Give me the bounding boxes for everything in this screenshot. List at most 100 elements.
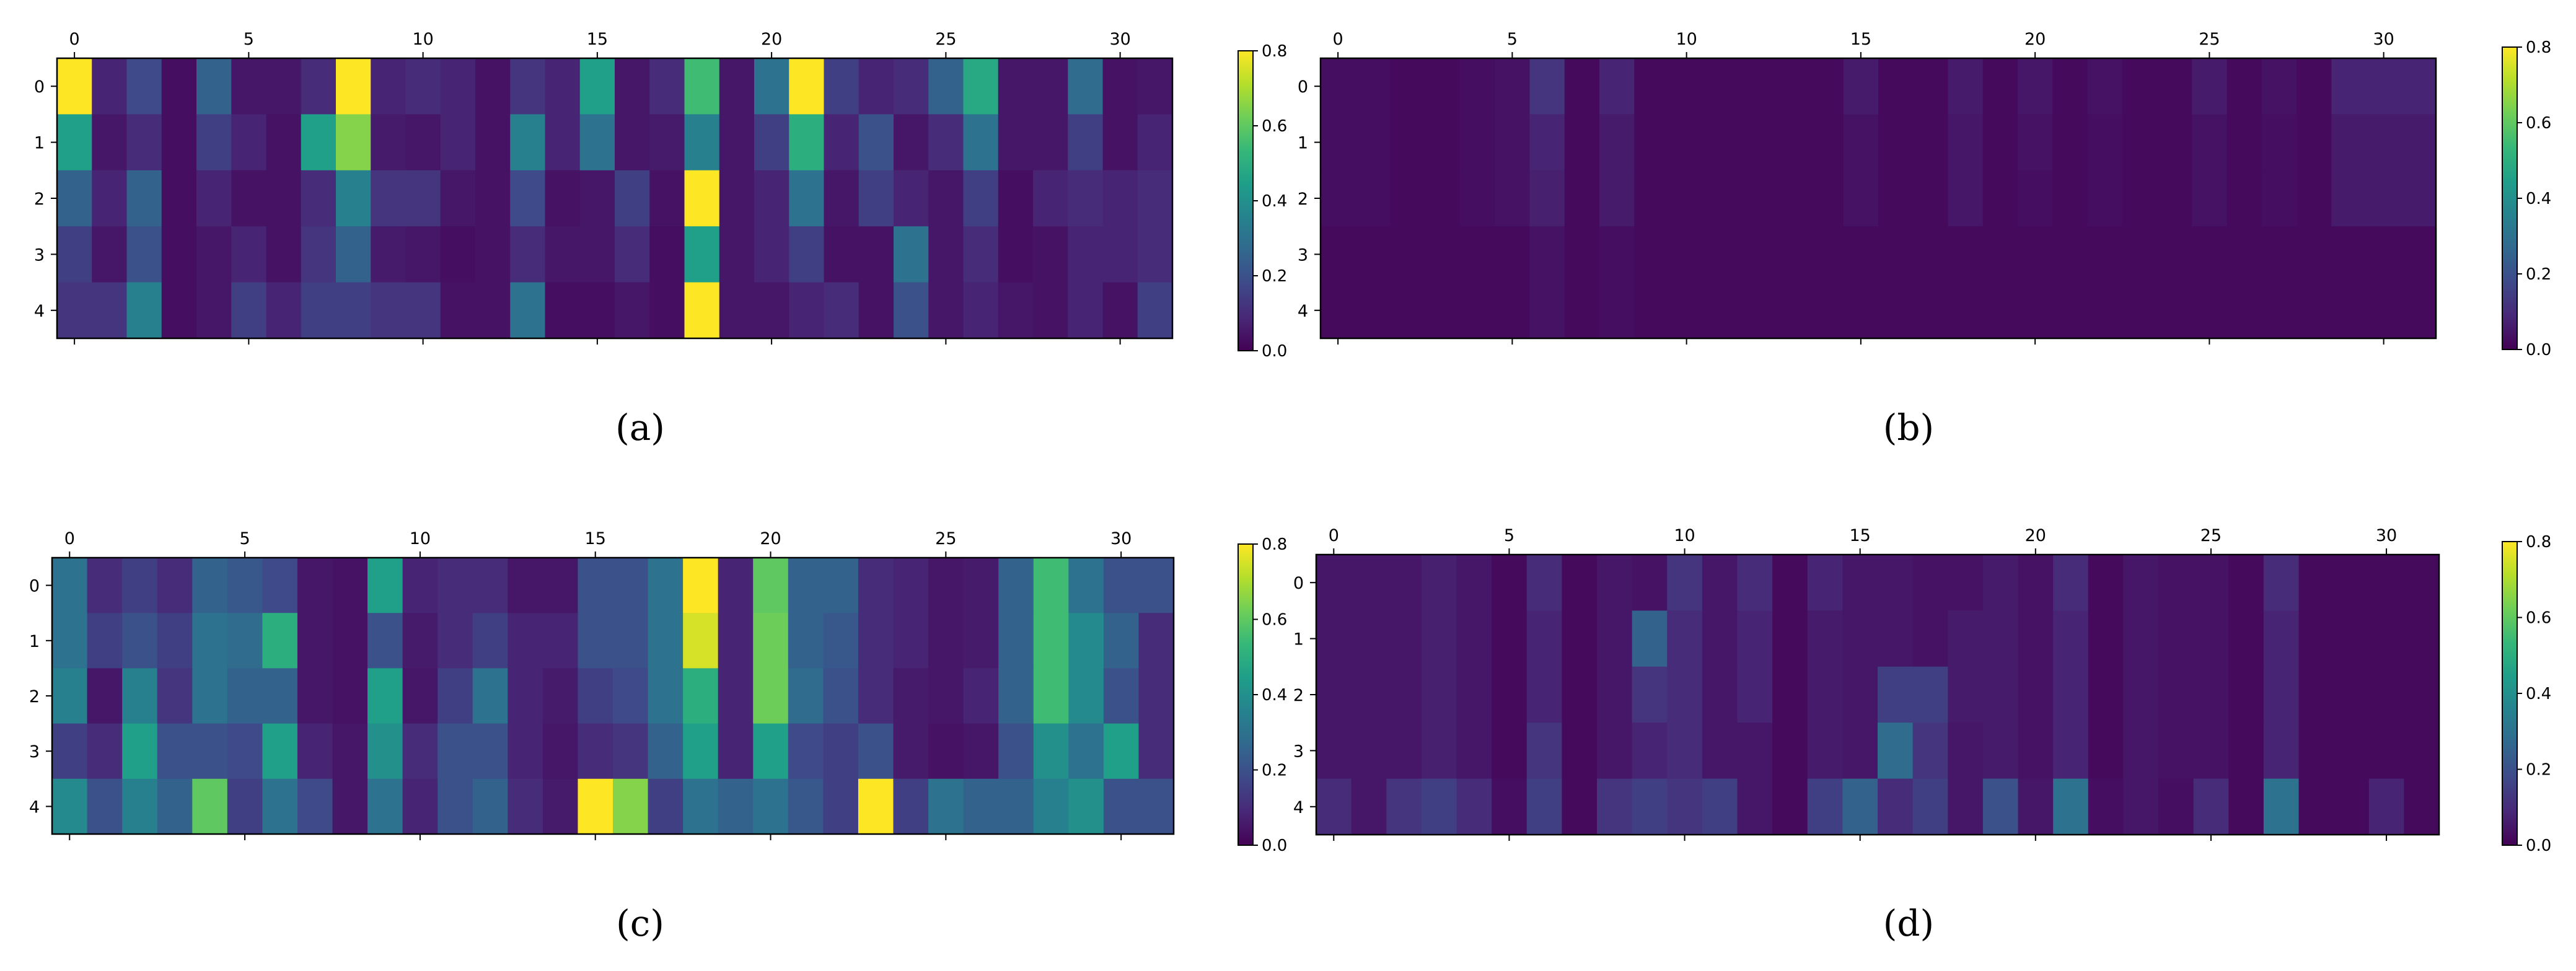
heatmap-cell [301, 114, 336, 171]
heatmap-cell [161, 114, 197, 171]
heatmap-cell [1316, 555, 1352, 611]
heatmap-cell [1597, 610, 1633, 667]
heatmap-cell [1948, 282, 1984, 339]
y-tick-label: 2 [1293, 686, 1304, 705]
heatmap-cell [508, 778, 543, 835]
heatmap-cell [578, 613, 613, 669]
heatmap-cell [266, 170, 302, 227]
heatmap-cell [2228, 723, 2264, 780]
heatmap-cell [157, 778, 193, 835]
heatmap-cell [92, 170, 128, 227]
heatmap-cell [2018, 666, 2054, 723]
heatmap-cell [437, 668, 473, 724]
colorbar-gradient [2502, 541, 2518, 846]
heatmap-cell [2088, 666, 2124, 723]
heatmap-cell [893, 558, 929, 613]
heatmap-cell [262, 613, 298, 669]
heatmap-cell [1703, 282, 1739, 339]
heatmap-cell [1355, 170, 1391, 227]
colorbar-tick-label: 0.0 [2526, 341, 2551, 359]
heatmap-cell [1355, 114, 1391, 171]
heatmap-cell [402, 723, 438, 780]
x-tick-label: 20 [760, 529, 781, 548]
heatmap-cell [122, 613, 158, 669]
heatmap-cell [1913, 58, 1949, 115]
heatmap-cell [231, 114, 267, 171]
heatmap-cell [437, 613, 473, 669]
heatmap-cell [894, 58, 929, 115]
heatmap-cell [297, 778, 333, 835]
heatmap-cell [227, 778, 263, 835]
heatmap-cell [1564, 170, 1600, 227]
heatmap-cell [719, 282, 755, 339]
heatmap-cell [52, 778, 88, 835]
heatmap-cell [437, 558, 473, 613]
heatmap-cell [1526, 723, 1562, 780]
heatmap-cell [789, 282, 825, 339]
heatmap-cell [1103, 668, 1140, 724]
heatmap-cell [2401, 114, 2437, 171]
heatmap-cell [545, 282, 581, 339]
heatmap-cell [2052, 114, 2088, 171]
heatmap-cell [1739, 114, 1774, 171]
heatmap-cell [1068, 723, 1104, 780]
heatmap-cell [2158, 778, 2194, 835]
heatmap-cell [2053, 666, 2089, 723]
heatmap-cell [928, 114, 964, 171]
colorbar-tick-label: 0.8 [2526, 38, 2551, 57]
heatmap-cell [998, 282, 1034, 339]
heatmap-cell [1102, 170, 1138, 227]
heatmap-cell [2158, 666, 2194, 723]
heatmap-cell [440, 114, 476, 171]
heatmap-cell [1425, 114, 1461, 171]
heatmap-cell [2331, 170, 2367, 227]
x-tick-label: 30 [1109, 30, 1130, 49]
heatmap-cell [2368, 555, 2404, 611]
heatmap-cell [508, 558, 543, 613]
heatmap-cell [753, 613, 789, 669]
heatmap-cell [998, 558, 1034, 613]
heatmap-cell [2122, 170, 2158, 227]
heatmap-cell [2193, 610, 2229, 667]
heatmap-cell [1634, 170, 1670, 227]
x-tick-label: 30 [2373, 30, 2394, 49]
heatmap-cell [1842, 555, 1878, 611]
heatmap-cell [2157, 226, 2192, 283]
heatmap-cell [1599, 58, 1635, 115]
heatmap-cell [1948, 226, 1984, 283]
heatmap-cell [2158, 723, 2194, 780]
heatmap-cell [542, 613, 579, 669]
heatmap-cell [336, 170, 371, 227]
y-tick-label: 4 [34, 302, 45, 321]
heatmap-cell [1421, 723, 1457, 780]
heatmap-cell [1739, 170, 1774, 227]
heatmap-cell [2261, 58, 2297, 115]
heatmap-cell [1737, 723, 1773, 780]
heatmap-cell [998, 114, 1034, 171]
heatmap-cell [2228, 666, 2264, 723]
heatmap-cell [1774, 170, 1809, 227]
heatmap-cell [1669, 170, 1705, 227]
heatmap-cell [1842, 723, 1878, 780]
heatmap-cell [894, 114, 929, 171]
heatmap-cell [824, 58, 859, 115]
heatmap-cell [2122, 226, 2158, 283]
heatmap-cell [1562, 778, 1598, 835]
heatmap-cell [122, 558, 158, 613]
heatmap-cell [1878, 778, 1914, 835]
heatmap-cell [1842, 666, 1878, 723]
heatmap-cell [402, 778, 438, 835]
heatmap-cell [1526, 778, 1562, 835]
heatmap-cell [2261, 114, 2297, 171]
heatmap-cell [683, 613, 719, 669]
heatmap-cell [87, 558, 123, 613]
heatmap-cell [789, 226, 825, 283]
heatmap-cell [262, 778, 298, 835]
heatmap-cell [367, 723, 403, 780]
heatmap-cell [336, 58, 371, 115]
heatmap-cell [1351, 610, 1387, 667]
heatmap-cell [1774, 58, 1809, 115]
y-tick-label: 1 [1298, 134, 1308, 153]
colorbar: 0.0 0.2 0.4 0.6 0.8 [1237, 535, 1287, 855]
heatmap-cell [894, 170, 929, 227]
